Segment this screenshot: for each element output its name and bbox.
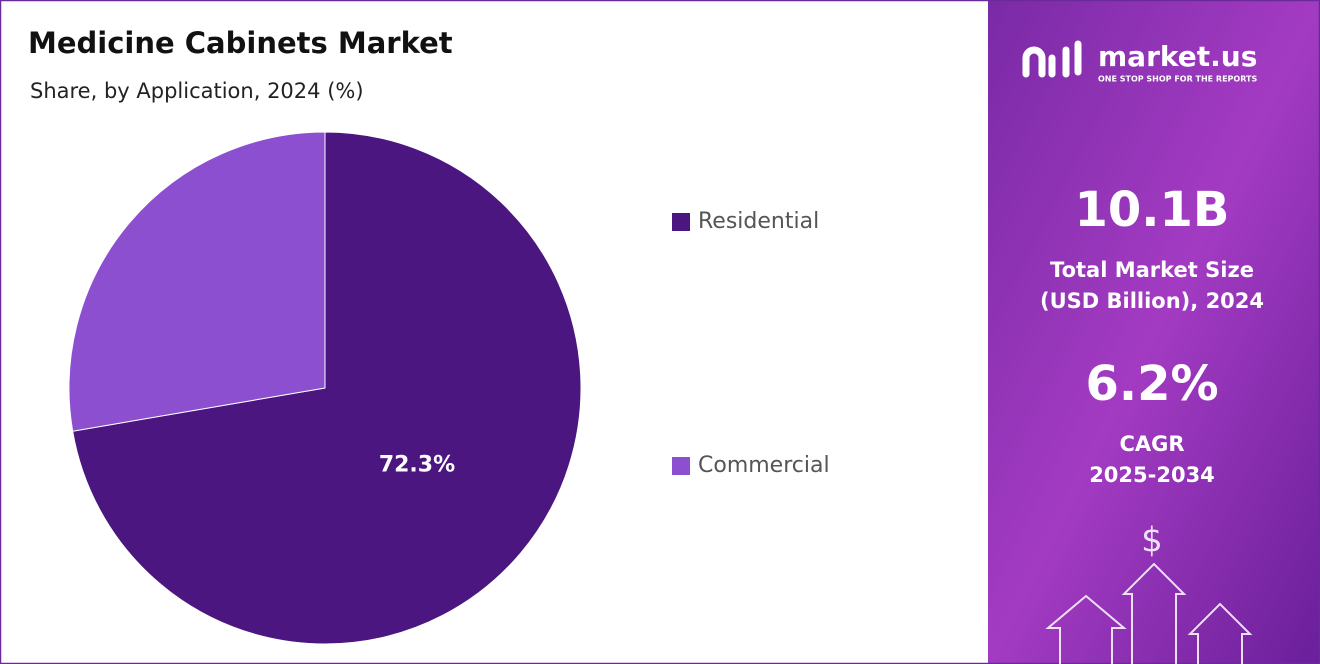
pie-slice [68, 131, 326, 432]
data-label: 72.3% [379, 453, 455, 478]
legend-label: Residential [698, 209, 819, 234]
logo-tagline: ONE STOP SHOP FOR THE REPORTS [1098, 75, 1257, 84]
legend-label: Commercial [698, 453, 830, 478]
legend-swatch [672, 457, 690, 475]
stat-caption: 2025-2034 [1089, 463, 1215, 487]
stat-caption: (USD Billion), 2024 [1040, 289, 1264, 313]
stat-value: 10.1B [1074, 182, 1229, 238]
svg-text:$: $ [1141, 521, 1163, 561]
pie-slice [72, 131, 582, 645]
logo-text: market.us [1098, 40, 1257, 73]
chart-subtitle: Share, by Application, 2024 (%) [30, 79, 364, 103]
stat-caption: Total Market Size [1050, 258, 1254, 282]
side-panel [988, 0, 1320, 664]
stat-caption: CAGR [1119, 432, 1184, 456]
logo-icon [1022, 40, 1082, 78]
arrows-icon: $ [1045, 521, 1253, 664]
chart-title: Medicine Cabinets Market [28, 26, 453, 60]
legend-swatch [672, 213, 690, 231]
stat-value: 6.2% [1085, 356, 1218, 412]
